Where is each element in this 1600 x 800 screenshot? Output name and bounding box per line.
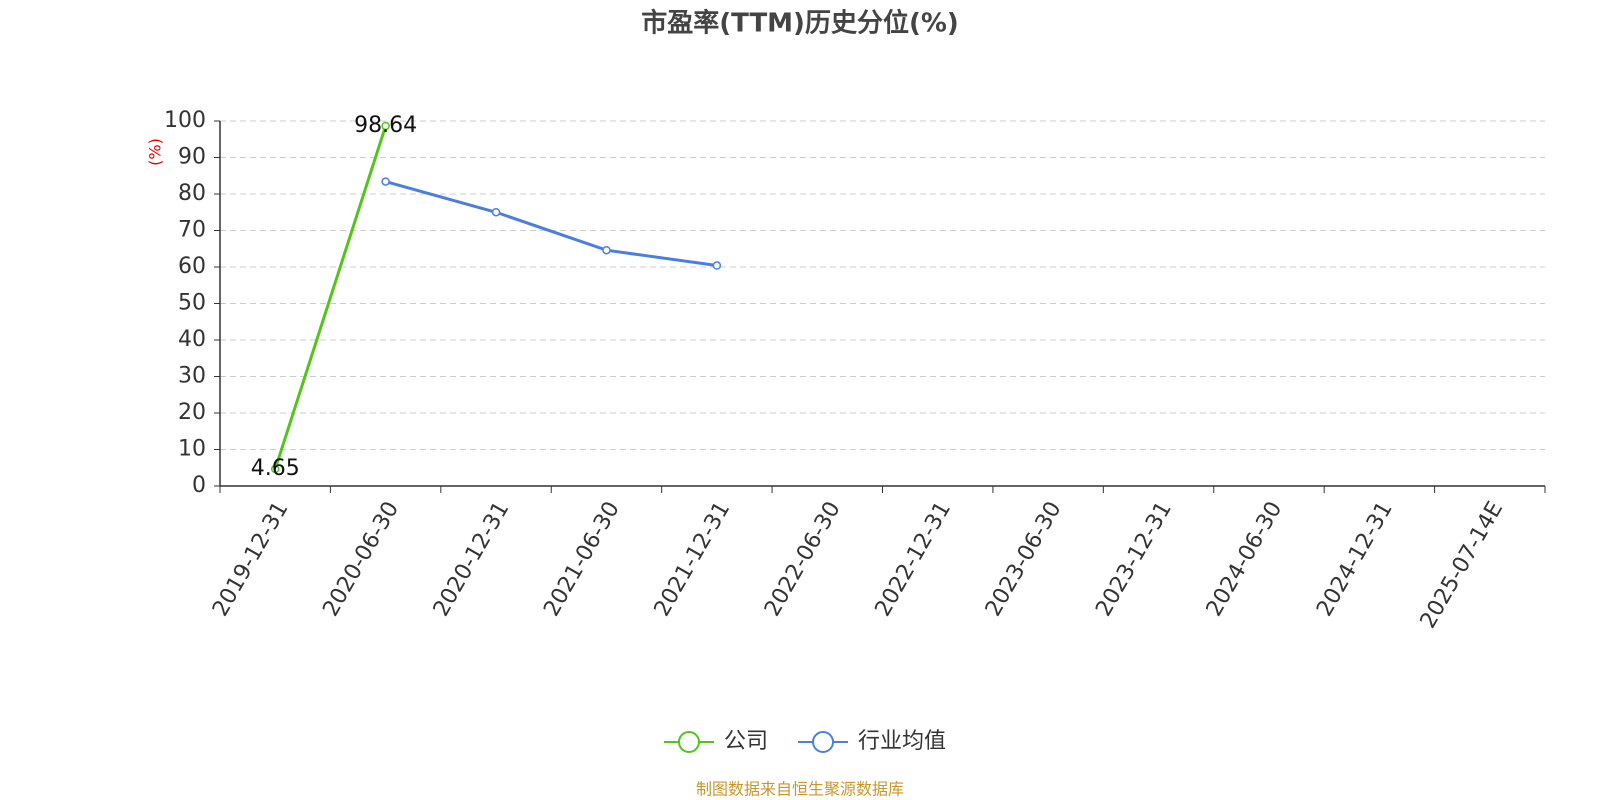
y-tick-label: 100 (164, 108, 206, 133)
y-tick-label: 40 (178, 327, 206, 352)
x-tick-label: 2024-12-31 (1312, 498, 1398, 621)
x-tick-label: 2020-06-30 (318, 498, 404, 621)
source-note: 制图数据来自恒生聚源数据库 (696, 780, 904, 799)
x-tick-label: 2023-12-31 (1091, 498, 1177, 621)
x-tick-label: 2020-12-31 (429, 498, 515, 621)
x-tick-label: 2021-06-30 (539, 498, 625, 621)
x-tick-label: 2022-06-30 (760, 498, 846, 621)
legend: 公司 行业均值 (664, 729, 946, 754)
y-tick-label: 60 (178, 254, 206, 279)
y-tick-label: 70 (178, 218, 206, 243)
data-point (712, 261, 722, 270)
y-tick-label: 0 (192, 473, 206, 498)
y-tick-label: 90 (178, 145, 206, 170)
data-point (602, 245, 611, 255)
y-tick-label: 20 (178, 400, 206, 425)
legend-label: 行业均值 (858, 729, 946, 754)
x-tick-label: 2022-12-31 (871, 498, 957, 621)
y-tick-label: 10 (178, 437, 206, 462)
chart-title: 市盈率(TTM)历史分位(%) (641, 8, 959, 39)
x-tick-label: 2024-06-30 (1202, 498, 1288, 621)
x-tick-label: 2021-12-31 (650, 498, 736, 621)
x-tick-label: 2019-12-31 (208, 498, 294, 621)
y-tick-label: 30 (178, 364, 206, 389)
data-point (270, 464, 280, 474)
y-tick-label: 50 (178, 291, 206, 316)
series-line (385, 180, 718, 268)
y-axis-label: (%) (146, 138, 165, 166)
data-label: 98.64 (354, 113, 417, 138)
data-label: 4.65 (251, 456, 300, 481)
legend-marker (678, 731, 700, 753)
x-tick-label: 2023-06-30 (981, 498, 1067, 621)
legend-marker (812, 731, 835, 753)
x-tick-label: 2025-07-14E (1416, 498, 1509, 633)
data-point (381, 177, 390, 186)
y-tick-label: 80 (178, 181, 206, 206)
data-point (381, 121, 390, 131)
legend-label: 公司 (724, 729, 768, 754)
data-point (491, 208, 501, 217)
series-line (273, 125, 388, 470)
